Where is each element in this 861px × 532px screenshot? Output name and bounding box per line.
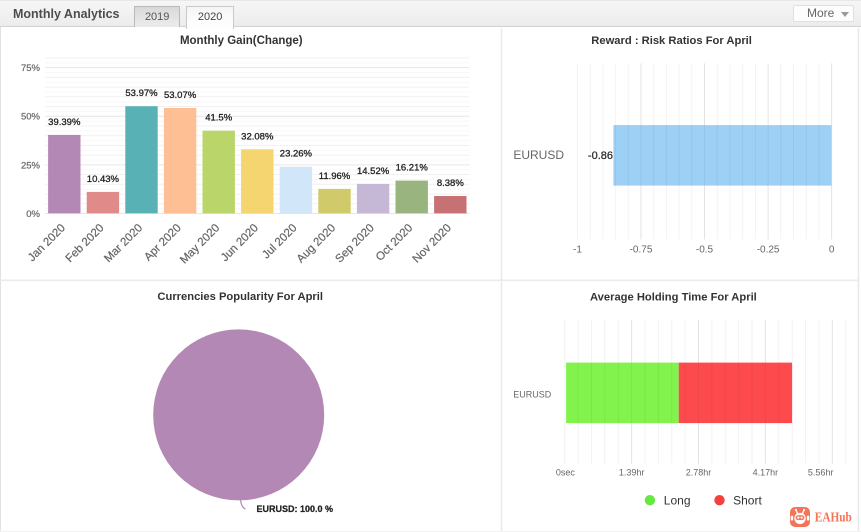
svg-text:Jun 2020: Jun 2020 <box>219 222 261 264</box>
svg-text:0%: 0% <box>26 209 40 220</box>
svg-text:Currencies Popularity For Apri: Currencies Popularity For April <box>157 291 323 303</box>
svg-text:Short: Short <box>733 494 762 508</box>
svg-text:-0.86: -0.86 <box>588 150 613 162</box>
svg-text:1.39hr: 1.39hr <box>619 467 645 477</box>
svg-text:75%: 75% <box>21 63 41 74</box>
svg-text:-0.25: -0.25 <box>757 245 780 256</box>
svg-text:-0.75: -0.75 <box>630 245 653 256</box>
svg-text:EURUSD: EURUSD <box>513 148 564 162</box>
svg-text:Oct 2020: Oct 2020 <box>374 222 415 263</box>
svg-text:-1: -1 <box>573 245 582 256</box>
svg-text:23.26%: 23.26% <box>280 149 313 160</box>
svg-text:May 2020: May 2020 <box>178 222 222 266</box>
svg-text:Mar 2020: Mar 2020 <box>102 222 145 265</box>
svg-text:Reward : Risk Ratios For April: Reward : Risk Ratios For April <box>591 35 752 47</box>
svg-text:10.43%: 10.43% <box>87 174 120 185</box>
svg-text:25%: 25% <box>21 160 41 171</box>
svg-text:Aug 2020: Aug 2020 <box>295 222 338 265</box>
svg-text:Jul 2020: Jul 2020 <box>260 222 299 261</box>
svg-text:5.56hr: 5.56hr <box>808 467 834 477</box>
svg-text:Monthly Gain(Change): Monthly Gain(Change) <box>180 35 303 47</box>
svg-text:14.52%: 14.52% <box>357 166 390 177</box>
svg-text:32.08%: 32.08% <box>241 131 274 142</box>
svg-text:Sep 2020: Sep 2020 <box>333 222 376 265</box>
svg-text:50%: 50% <box>21 112 41 123</box>
svg-text:Jan 2020: Jan 2020 <box>26 222 68 264</box>
svg-text:11.96%: 11.96% <box>319 171 351 182</box>
svg-text:Long: Long <box>664 494 691 508</box>
svg-text:0: 0 <box>829 245 835 256</box>
svg-text:Average Holding Time For April: Average Holding Time For April <box>590 291 757 303</box>
svg-text:41.5%: 41.5% <box>205 113 232 124</box>
svg-text:53.97%: 53.97% <box>125 88 158 99</box>
svg-text:53.07%: 53.07% <box>164 90 197 101</box>
svg-text:16.21%: 16.21% <box>396 163 429 174</box>
svg-text:EAHub: EAHub <box>815 511 852 526</box>
svg-text:Feb 2020: Feb 2020 <box>64 222 107 265</box>
svg-text:8.38%: 8.38% <box>437 178 464 189</box>
svg-text:Apr 2020: Apr 2020 <box>142 222 183 263</box>
svg-text:Nov 2020: Nov 2020 <box>411 222 454 265</box>
svg-text:39.39%: 39.39% <box>48 117 81 128</box>
svg-text:-0.5: -0.5 <box>696 245 714 256</box>
svg-text:0sec: 0sec <box>556 467 576 477</box>
svg-text:2.78hr: 2.78hr <box>686 467 712 477</box>
svg-text:EURUSD: EURUSD <box>513 390 552 400</box>
svg-text:EURUSD: 100.0 %: EURUSD: 100.0 % <box>257 504 334 514</box>
svg-text:4.17hr: 4.17hr <box>753 467 779 477</box>
